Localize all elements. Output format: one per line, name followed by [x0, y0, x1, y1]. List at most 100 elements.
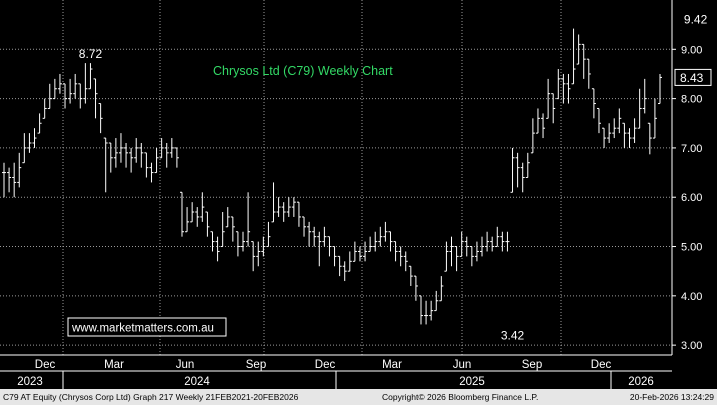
- last-price-box: [674, 68, 712, 86]
- x-axis: Dec Mar Jun Sep Dec Mar Jun Sep Dec 2023 2024 2025 2…: [0, 354, 672, 389]
- price-chart: 3.00 4.00 5.00 6.00 7.00 8.00 9.00 8.43 Dec Mar J…: [0, 0, 712, 389]
- ohlc-bar-11: [57, 73, 62, 94]
- ohlc-bar-79: [403, 251, 408, 272]
- y-tick-label-1: 4.00: [681, 291, 702, 303]
- x-month-label-1: Mar: [104, 359, 124, 371]
- ohlc-bar-120: [612, 118, 617, 139]
- ohlc-bar-52: [266, 221, 271, 248]
- ohlc-bar-80: [408, 265, 413, 286]
- ohlc-bar-5: [27, 133, 32, 153]
- x-month-label-2: Jun: [176, 359, 195, 371]
- ohlc-bar-53: [271, 182, 276, 223]
- ohlc-bar-74: [378, 226, 383, 247]
- ohlc-bar-125: [637, 88, 642, 129]
- ohlc-bar-64: [327, 236, 332, 257]
- ohlc-bar-54: [276, 197, 281, 217]
- ohlc-bar-20: [103, 137, 108, 193]
- ohlc-bar-94: [480, 236, 485, 257]
- ohlc-bar-107: [546, 78, 551, 119]
- ohlc-bar-29: [149, 162, 154, 183]
- ohlc-bar-15: [78, 83, 83, 109]
- ohlc-bar-122: [622, 122, 627, 148]
- ohlc-bar-82: [418, 295, 423, 325]
- ohlc-bar-34: [174, 147, 179, 168]
- ohlc-bar-96: [490, 236, 495, 252]
- ohlc-bar-92: [469, 246, 474, 267]
- ohlc-bar-112: [571, 28, 576, 85]
- ohlc-bar-65: [332, 246, 337, 267]
- ohlc-bar-8: [42, 98, 47, 119]
- ohlc-bar-117: [596, 107, 601, 134]
- ohlc-bar-76: [388, 231, 393, 252]
- last-price-label: 8.43: [680, 71, 704, 85]
- x-year-label-1: 2024: [184, 376, 210, 388]
- price-bars: [2, 28, 662, 325]
- ohlc-bar-114: [581, 43, 586, 79]
- x-month-label-6: Jun: [453, 359, 472, 371]
- chart-title: Chrysos Ltd (C79) Weekly Chart: [213, 64, 393, 78]
- ohlc-bar-108: [551, 93, 556, 124]
- x-month-label-3: Sep: [246, 359, 266, 371]
- ohlc-bar-7: [37, 113, 42, 134]
- y-tick-label-2: 5.00: [681, 242, 702, 254]
- ohlc-bar-38: [195, 207, 200, 227]
- ohlc-bar-77: [393, 241, 398, 262]
- annotation-0: 8.72: [79, 47, 103, 61]
- ohlc-bar-83: [424, 300, 429, 325]
- x-month-label-0: Dec: [35, 359, 56, 371]
- y-tick-label-4: 7.00: [681, 143, 702, 155]
- watermark-box[interactable]: www.marketmatters.com.au: [67, 317, 227, 337]
- ohlc-bar-36: [185, 207, 190, 233]
- ohlc-bar-84: [429, 300, 434, 321]
- ohlc-bar-58: [296, 201, 301, 227]
- x-month-label-4: Dec: [315, 359, 336, 371]
- ohlc-bar-102: [520, 162, 525, 193]
- y-tick-label-0: 3.00: [681, 340, 702, 352]
- ohlc-bar-78: [398, 246, 403, 267]
- ohlc-bar-16: [83, 63, 88, 104]
- ohlc-bar-27: [139, 142, 144, 168]
- annotation-2: 9.42: [684, 13, 708, 27]
- ohlc-bar-106: [541, 113, 546, 139]
- ohlc-bar-57: [291, 197, 296, 217]
- ohlc-bar-87: [444, 241, 449, 272]
- ohlc-bar-23: [118, 133, 123, 163]
- ohlc-bar-70: [357, 246, 362, 262]
- ohlc-bar-62: [317, 231, 322, 267]
- ohlc-bar-121: [617, 108, 622, 134]
- ohlc-bar-6: [32, 128, 37, 148]
- ohlc-bar-128: [652, 98, 657, 139]
- ohlc-bar-44: [225, 207, 230, 228]
- ohlc-bar-124: [632, 118, 637, 143]
- ohlc-bar-95: [485, 231, 490, 252]
- ohlc-bar-56: [286, 197, 291, 217]
- ohlc-bar-26: [134, 138, 139, 163]
- grid-lines: [0, 0, 672, 355]
- ohlc-bar-73: [373, 231, 378, 252]
- ohlc-bar-37: [190, 202, 195, 223]
- ohlc-bar-17: [88, 63, 93, 90]
- ohlc-bar-9: [47, 83, 52, 109]
- ohlc-bar-110: [561, 73, 566, 104]
- ohlc-bar-10: [52, 78, 57, 100]
- ohlc-bar-24: [124, 142, 129, 168]
- ohlc-bar-68: [347, 251, 352, 272]
- ohlc-bar-42: [215, 236, 220, 262]
- ohlc-bar-63: [322, 226, 327, 247]
- ohlc-bar-47: [241, 231, 246, 252]
- ohlc-bar-61: [312, 226, 317, 247]
- ohlc-bar-66: [337, 255, 342, 277]
- ohlc-bar-28: [144, 152, 149, 178]
- ohlc-bar-19: [98, 103, 103, 134]
- ohlc-bar-88: [449, 236, 454, 267]
- ohlc-bar-0: [2, 162, 6, 198]
- ohlc-bar-22: [113, 138, 118, 168]
- watermark-text[interactable]: www.marketmatters.com.au: [71, 323, 214, 335]
- annotation-1: 3.42: [501, 328, 525, 342]
- ohlc-bar-101: [515, 152, 520, 188]
- ohlc-bar-99: [505, 231, 510, 252]
- ohlc-bar-115: [586, 58, 591, 89]
- ohlc-bar-32: [164, 142, 169, 168]
- x-year-label-0: 2023: [17, 376, 43, 388]
- ohlc-bar-129: [658, 73, 662, 105]
